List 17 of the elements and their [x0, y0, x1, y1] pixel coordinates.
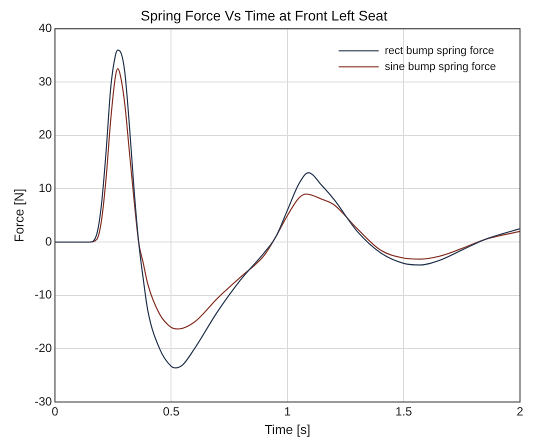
y-tick-label: -20 [34, 341, 52, 355]
y-tick-label: 20 [38, 128, 52, 142]
x-tick-label: 0.5 [162, 404, 180, 419]
x-axis-title: Time [s] [264, 422, 310, 437]
y-tick-label: 10 [38, 181, 52, 196]
y-tick-label: 40 [38, 21, 52, 36]
legend-label: sine bump spring force [384, 60, 496, 73]
x-tick-label: 2 [516, 404, 524, 419]
y-tick-label: 0 [45, 234, 52, 248]
legend-label: rect bump spring force [384, 44, 494, 57]
chart-title: Spring Force Vs Time at Front Left Seat [140, 7, 388, 24]
y-axis-title: Force [N] [11, 188, 26, 242]
y-tick-label: -10 [34, 288, 52, 302]
x-tick-label: 1.5 [395, 404, 412, 419]
x-tick-label: 1 [284, 404, 292, 419]
y-tick-label: 30 [38, 74, 52, 88]
y-tick-label: -30 [34, 394, 52, 408]
